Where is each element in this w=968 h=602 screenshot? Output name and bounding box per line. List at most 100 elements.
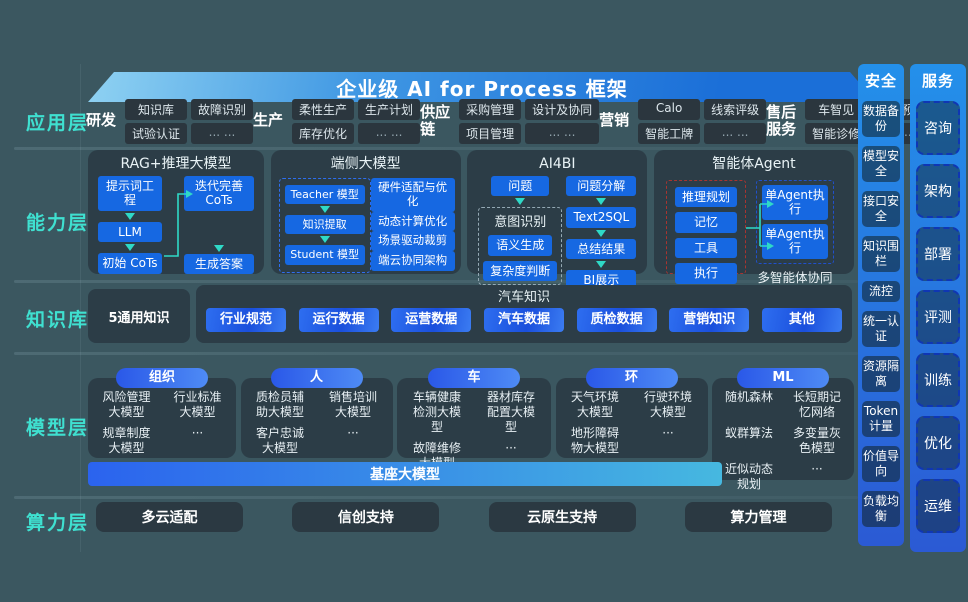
app-chip: ... ...: [525, 122, 600, 144]
ai4bi-right-column: 问题分解 Text2SQL 总结结果 BI展示: [565, 176, 637, 291]
intent-group-title: 意图识别: [494, 215, 547, 231]
app-section: 研发 知识库 故障识别 试验认证... ...: [86, 98, 254, 144]
model-group-pill: 人: [270, 368, 363, 388]
compute-layer: 多云适配 信创支持 云原生支持 算力管理: [96, 502, 832, 532]
agent-executor-chip: 单Agent执行: [761, 223, 828, 259]
edge-model-body: Teacher 模型 知识提取 Student 模型 硬件适配与优化 动态计算优化…: [277, 174, 455, 273]
arrow-down-icon: [596, 261, 607, 269]
app-chip: 生产计划: [358, 98, 421, 120]
model-item-grid: 风险管理大模型 行业标准大模型 规章制度大模型 ···: [92, 390, 232, 456]
arrow-down-icon: [596, 229, 607, 237]
flow-chip: 知识提取: [284, 215, 365, 235]
model-item: 客户忠诚大模型: [255, 426, 304, 455]
app-chip: ... ...: [358, 122, 421, 144]
app-chip: 库存优化: [292, 122, 355, 144]
feature-chip: 场景驱动裁剪: [370, 231, 455, 252]
service-item-label: 训练: [924, 373, 952, 389]
app-chip: 线索评级: [704, 98, 767, 120]
agent-title: 智能体Agent: [712, 156, 796, 172]
arrow-down-icon: [214, 244, 224, 252]
layer-separator: [14, 147, 858, 150]
model-group-pill: ML: [737, 368, 829, 388]
knowledge-chip: 汽车数据: [483, 308, 564, 332]
arrow-down-icon: [125, 244, 135, 252]
flow-chip: 总结结果: [566, 238, 637, 260]
model-group: ML 随机森林 长短期记忆网络 蚁群算法 多变量灰色模型 近似动态规划 ···: [712, 368, 854, 491]
app-chip: 设计及协同: [525, 98, 600, 120]
app-chip: 故障识别: [191, 98, 254, 120]
model-group-pill: 环: [585, 368, 678, 388]
services-column: 服务 咨询 架构 部署 评测 训练 优化 运维: [910, 64, 966, 552]
model-item: 行驶环境大模型: [643, 390, 692, 419]
service-item: 部署: [916, 227, 960, 281]
agent-executor-chip: 单Agent执行: [761, 185, 828, 220]
model-item: 器材库存配置大模型: [486, 390, 535, 434]
ai4bi-box: AI4BI 问题 意图识别 语义生成 复杂度判断 问题分解 Text2SQL: [467, 150, 648, 291]
security-column: 安全 数据备份 模型安全 接口安全 知识围栏 流控 统一认证 资源隔离 Token计量 价值导向…: [858, 64, 904, 546]
base-model-bar: 基座大模型: [88, 462, 722, 486]
rag-right-column: 迭代完善CoTs 生成答案: [184, 176, 254, 274]
agent-module-group: 推理规划 记忆 工具 执行: [665, 180, 746, 284]
security-item: 统一认证: [862, 311, 900, 347]
rag-box: RAG+推理大模型 提示词工程 LLM 初始 CoTs 迭代完善CoTs 生成答…: [88, 150, 264, 274]
flow-chip: 问题分解: [566, 176, 637, 197]
layer-label-application: 应用层: [26, 112, 90, 134]
app-section-label: 供应链: [420, 102, 451, 138]
compute-item: 云原生支持: [488, 502, 636, 532]
auto-knowledge-title: 汽车知识: [497, 290, 550, 305]
security-item: 价值导向: [862, 446, 900, 482]
service-item: 评测: [916, 290, 960, 344]
flow-chip: 问题: [491, 176, 550, 197]
model-group: 组织 风险管理大模型 行业标准大模型 规章制度大模型 ···: [88, 368, 236, 458]
rag-flow: 提示词工程 LLM 初始 CoTs 迭代完善CoTs 生成答案: [94, 174, 258, 274]
flow-chip: 迭代完善CoTs: [184, 176, 254, 211]
app-chip: 试验认证: [125, 122, 188, 144]
app-chip: 项目管理: [459, 122, 522, 144]
edge-feature-list: 硬件适配与优化 动态计算优化 场景驱动裁剪 端云协同架构: [370, 178, 455, 273]
app-chip: ... ...: [191, 122, 254, 144]
knowledge-chip: 行业规范: [206, 308, 286, 332]
agent-module-chip: 工具: [674, 237, 737, 259]
model-item-grid: 随机森林 长短期记忆网络 蚁群算法 多变量灰色模型 近似动态规划 ···: [716, 390, 850, 492]
model-item: ···: [505, 441, 517, 455]
model-layer: 组织 风险管理大模型 行业标准大模型 规章制度大模型 ··· 人 质检员辅助大模型 销售…: [88, 368, 854, 491]
feature-chip: 动态计算优化: [370, 211, 455, 232]
app-chip: 知识库: [125, 98, 188, 120]
security-item: Token计量: [862, 401, 900, 437]
agent-executor-group: 单Agent执行 单Agent执行: [755, 180, 834, 264]
model-item-grid: 车辆健康检测大模型器材库存配置大模型故障维修大模型···: [401, 390, 547, 471]
model-item-grid: 天气环境大模型 行驶环境大模型 地形障碍物大模型 ···: [560, 390, 704, 456]
model-item: 地形障碍物大模型: [570, 426, 619, 455]
app-chip: Calo: [638, 98, 701, 120]
spacer: [184, 211, 254, 243]
knowledge-chip: 质检数据: [576, 308, 657, 332]
flow-chip: Text2SQL: [566, 207, 637, 228]
security-item: 接口安全: [862, 191, 900, 227]
flow-chip: 初始 CoTs: [98, 253, 162, 274]
layer-label-model: 模型层: [26, 417, 90, 439]
agent-box: 智能体Agent 推理规划 记忆 工具 执行 单Agent执行 单Agent执行 多智…: [653, 150, 854, 285]
app-section: 营销 Calo 线索评级 智能工牌... ...: [599, 98, 767, 144]
security-item: 资源隔离: [862, 356, 900, 392]
agent-module-chip: 推理规划: [674, 187, 737, 208]
framework-banner: 企业级 AI for Process 框架: [88, 72, 876, 102]
app-chip: 采购管理: [459, 98, 522, 120]
model-group-pill: 组织: [116, 368, 208, 388]
feature-chip: 硬件适配与优化: [370, 178, 455, 212]
compute-item: 多云适配: [96, 502, 243, 532]
arrow-down-icon: [319, 206, 330, 214]
app-section-label: 营销: [599, 111, 630, 130]
app-section-label: 售后服务: [766, 102, 797, 138]
framework-title: 企业级 AI for Process 框架: [336, 76, 628, 101]
flow-chip: 生成答案: [184, 253, 254, 274]
services-header: 服务: [921, 72, 954, 90]
knowledge-chip-row: 行业规范 运行数据 运营数据 汽车数据 质检数据 营销知识 其他: [206, 308, 842, 332]
multi-agent-caption: 多智能体协同: [757, 269, 833, 285]
feature-chip: 端云协同架构: [370, 251, 455, 271]
app-section: 售后服务 车智见故障预警智能诊修... ...: [766, 98, 934, 144]
flow-chip: Student 模型: [284, 245, 365, 265]
ai4bi-left-column: 问题 意图识别 语义生成 复杂度判断: [477, 176, 563, 291]
label-column-divider: [80, 64, 81, 552]
security-header: 安全: [864, 72, 897, 90]
layer-separator: [14, 352, 858, 355]
